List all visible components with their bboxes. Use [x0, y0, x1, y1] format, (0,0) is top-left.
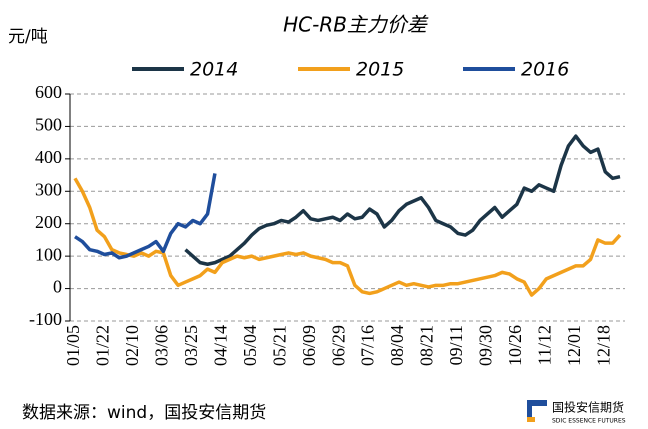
chart-title: HC-RB主力价差	[283, 13, 429, 37]
legend-label: 2015	[356, 59, 404, 81]
x-tick-label: 06/09	[299, 325, 319, 366]
y-tick-label: -100	[29, 309, 62, 329]
x-tick-label: 01/22	[93, 325, 113, 366]
x-tick-label: 06/29	[328, 325, 348, 366]
y-tick-label: 200	[35, 212, 62, 232]
y-tick-label: 500	[35, 115, 62, 135]
x-tick-label: 05/04	[240, 325, 260, 366]
x-tick-label: 09/30	[476, 325, 496, 366]
y-tick-label: 300	[35, 179, 62, 199]
y-tick-label: 100	[35, 244, 62, 264]
series-line	[74, 173, 217, 260]
y-axis-label: 元/吨	[8, 27, 48, 47]
x-tick-label: 09/11	[446, 325, 466, 365]
x-tick-label: 12/18	[593, 325, 613, 366]
logo: 国投安信期货 SDIC ESSENCE FUTURES	[527, 400, 626, 425]
x-tick-label: 08/21	[417, 325, 437, 366]
x-tick-label: 05/21	[269, 325, 289, 366]
legend-label: 2014	[190, 59, 238, 81]
series-line	[184, 134, 621, 266]
x-tick-label: 11/12	[534, 325, 554, 365]
logo-sub: SDIC ESSENCE FUTURES	[552, 418, 626, 425]
x-tick-label: 03/25	[181, 325, 201, 366]
x-tick-label: 03/06	[152, 325, 172, 366]
x-tick-label: 02/10	[122, 325, 142, 366]
y-tick-label: 0	[53, 277, 62, 297]
x-tick-label: 01/05	[63, 325, 83, 366]
series-line	[73, 177, 622, 297]
x-tick-label: 10/26	[505, 325, 525, 366]
logo-name: 国投安信期货	[552, 400, 624, 415]
logo-icon	[527, 417, 535, 422]
y-tick-label: 600	[35, 82, 62, 102]
x-tick-label: 12/01	[564, 325, 584, 366]
x-tick-label: 04/14	[210, 325, 230, 366]
logo-icon	[532, 406, 547, 422]
x-tick-label: 07/16	[358, 325, 378, 366]
legend-label: 2016	[521, 59, 569, 81]
x-tick-label: 08/04	[387, 325, 407, 366]
source: 数据来源：wind，国投安信期货	[22, 403, 266, 423]
y-tick-label: 400	[35, 147, 62, 167]
